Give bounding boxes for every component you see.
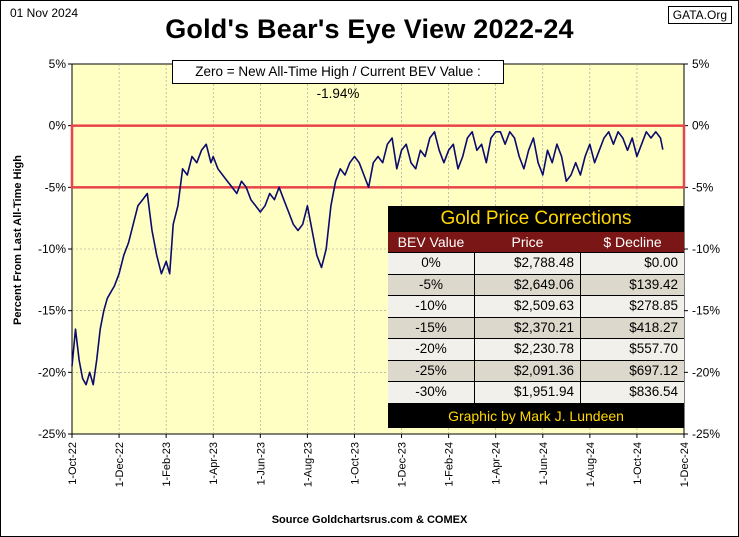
x-tick-label: 1-Apr-23 (208, 442, 220, 485)
x-tick-label: 1-Jun-24 (538, 442, 550, 485)
row-decline: $418.27 (581, 317, 684, 338)
chart-source: Source Goldchartsrus.com & COMEX (271, 514, 468, 526)
highlight-band-group (70, 124, 686, 189)
x-tick-labels: 1-Oct-22 1-Dec-22 1-Feb-23 1-Apr-23 1-Jun-23… (67, 442, 691, 487)
row-bev: -30% (388, 382, 474, 403)
y-tick-label: -5% (692, 180, 714, 194)
y-axis-label: Percent From Last All-Time High (12, 155, 24, 325)
y-tick-label: -20% (38, 365, 66, 379)
table-row: -15% $2,370.21 $418.27 (388, 317, 684, 338)
chart-title: Gold's Bear's Eye View 2022-24 (165, 14, 574, 44)
row-price: $2,509.63 (475, 296, 580, 317)
row-bev: -5% (388, 274, 474, 295)
row-price: $2,370.21 (475, 317, 580, 338)
row-decline: $139.42 (581, 274, 684, 295)
table-row: -30% $1,951.94 $836.54 (388, 382, 684, 403)
col-bev-value: BEV Value (397, 234, 465, 250)
row-price: $2,649.06 (475, 274, 580, 295)
row-bev: 0% (388, 253, 474, 274)
x-tick-label: 1-Feb-24 (444, 442, 456, 487)
row-bev: -25% (388, 360, 474, 381)
highlight-band (70, 124, 686, 189)
table-row: -25% $2,091.36 $697.12 (388, 360, 684, 381)
x-tick-label: 1-Oct-24 (632, 442, 644, 485)
row-decline: $557.70 (581, 339, 684, 360)
y-tick-label: 5% (49, 57, 67, 71)
y-tick-label: -5% (45, 180, 67, 194)
row-decline: $836.54 (581, 382, 684, 403)
table-row: -5% $2,649.06 $139.42 (388, 274, 684, 295)
row-price: $2,788.48 (475, 253, 580, 274)
y-tick-label: -15% (38, 304, 66, 318)
bev-series-line (71, 131, 664, 386)
row-decline: $278.85 (581, 296, 684, 317)
annotation-box: Zero = New All-Time High / Current BEV V… (172, 60, 504, 101)
row-price: $2,091.36 (475, 360, 580, 381)
x-tick-label: 1-Apr-24 (491, 442, 503, 485)
y-tick-label: -25% (692, 427, 720, 441)
y-tick-label: 5% (692, 57, 710, 71)
source-tag: GATA.Org (667, 6, 732, 24)
corrections-table: Gold Price Corrections BEV Value Price $… (388, 206, 684, 428)
chart-date: 01 Nov 2024 (10, 6, 79, 20)
x-tick-label: 1-Aug-23 (302, 442, 314, 487)
x-tick-label: 1-Dec-22 (114, 442, 126, 487)
row-decline: $0.00 (581, 253, 684, 274)
x-tick-label: 1-Aug-24 (585, 442, 597, 487)
y-tick-label: 0% (49, 119, 67, 133)
y-tick-label: -25% (38, 427, 66, 441)
table-row: 0% $2,788.48 $0.00 (388, 253, 684, 274)
row-price: $2,230.78 (475, 339, 580, 360)
y-tick-labels-left: 5% 0% -5% -10% -15% -20% -25% (38, 57, 66, 441)
y-tick-label: 0% (692, 119, 710, 133)
y-tick-labels-right: 5% 0% -5% -10% -15% -20% -25% (692, 57, 720, 441)
col-price: Price (511, 234, 544, 250)
x-tick-label: 1-Oct-23 (349, 442, 361, 485)
table-row: -20% $2,230.78 $557.70 (388, 339, 684, 360)
axis-ticks (68, 63, 688, 438)
row-bev: -20% (388, 339, 474, 360)
x-tick-label: 1-Dec-24 (679, 442, 691, 487)
y-tick-label: -20% (692, 365, 720, 379)
row-price: $1,951.94 (475, 382, 580, 403)
table-row: -10% $2,509.63 $278.85 (388, 296, 684, 317)
row-bev: -15% (388, 317, 474, 338)
col-decline: $ Decline (603, 234, 662, 250)
y-tick-label: -10% (38, 242, 66, 256)
x-tick-label: 1-Feb-23 (161, 442, 173, 487)
x-tick-label: 1-Oct-22 (67, 442, 79, 485)
graphic-credit: Graphic by Mark J. Lundeen (388, 403, 684, 428)
row-bev: -10% (388, 296, 474, 317)
x-tick-label: 1-Dec-23 (397, 442, 409, 487)
corrections-table-title: Gold Price Corrections (388, 206, 684, 232)
y-tick-label: -15% (692, 304, 720, 318)
row-decline: $697.12 (581, 360, 684, 381)
y-tick-label: -10% (692, 242, 720, 256)
corrections-table-header: BEV Value Price $ Decline (388, 232, 684, 252)
x-tick-label: 1-Jun-23 (255, 442, 267, 485)
